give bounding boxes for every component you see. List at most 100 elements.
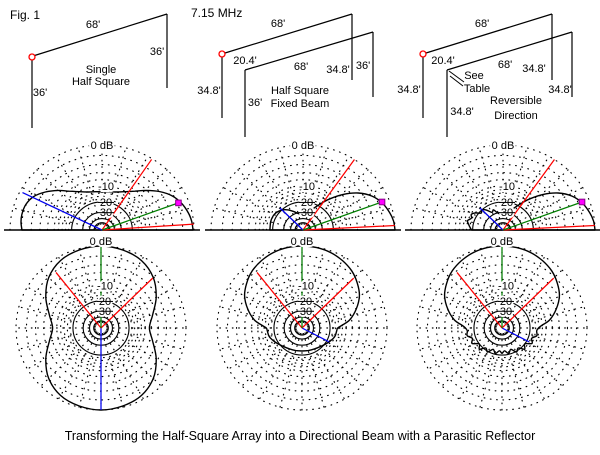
dimension-label: 34.8'	[522, 63, 546, 75]
grid-spoke	[78, 248, 101, 324]
ring-label: 0 dB	[292, 140, 315, 152]
ring-label: 0 dB	[91, 140, 114, 152]
grid-ring-dotted	[53, 185, 151, 231]
grid-spoke	[103, 332, 145, 400]
grid-ring-dotted	[60, 288, 142, 368]
grid-spoke	[279, 332, 302, 408]
antenna-wire	[32, 13, 168, 57]
dimension-label: 34.8'	[450, 106, 474, 118]
ring-label: 0 dB	[291, 236, 314, 248]
dimension-label: 68'	[294, 61, 308, 73]
grid-spoke	[78, 332, 101, 408]
cursor-line-blue	[501, 327, 530, 343]
see-table-pointer-line	[449, 75, 464, 87]
grid-spoke	[55, 155, 100, 226]
grid-ring-dotted	[426, 255, 578, 401]
dimension-label: 68'	[271, 18, 285, 30]
grid-spoke	[304, 332, 346, 400]
cursor-line-green	[302, 201, 383, 231]
cursor-line-red	[55, 272, 102, 329]
grid-spoke	[502, 248, 525, 324]
dimension-label: 34.8'	[548, 84, 572, 96]
dimension-label: 68'	[498, 59, 512, 71]
antenna-diagram-half-square-fixed-beam: 68' 20.4' 68' 34.8' 36' 34.8' 36' Half SquareFi…	[197, 13, 374, 137]
see-table-pointer-line	[448, 70, 465, 83]
ring-label: -10	[498, 280, 514, 292]
grid-spoke	[241, 331, 299, 387]
cursor-line-red	[301, 277, 355, 329]
antenna-wire	[244, 31, 374, 71]
ring-label: 0 dB	[491, 236, 514, 248]
grid-spoke	[106, 328, 184, 350]
grid-ring-dotted	[210, 144, 396, 231]
dimension-label: 36'	[248, 97, 262, 109]
grid-spoke	[256, 155, 301, 226]
ring-label: -10	[299, 181, 315, 193]
cursor-line-green	[502, 201, 583, 231]
grid-spoke	[227, 286, 298, 326]
grid-spoke	[104, 331, 162, 387]
grid-ring-dotted	[467, 294, 537, 362]
feedpoint-circle	[218, 50, 226, 58]
grid-ring-dotted	[221, 154, 385, 231]
grid-spoke	[478, 147, 502, 225]
grid-spoke	[302, 248, 325, 324]
grid-ring-dotted	[421, 154, 585, 231]
grid-spoke	[306, 330, 377, 370]
grid-spoke	[57, 332, 99, 400]
grid-ring-dotted	[416, 245, 588, 411]
grid-spoke	[305, 155, 350, 226]
grid-ring-dotted	[216, 245, 388, 411]
ring-label: -10	[499, 181, 515, 193]
max-gain-marker	[503, 239, 511, 247]
radiation-pattern-outline	[20, 189, 194, 231]
antenna-wire	[425, 13, 553, 54]
ring-label: -10	[98, 181, 114, 193]
grid-spoke	[26, 330, 97, 370]
grid-ring-dotted	[431, 163, 575, 231]
grid-spoke	[21, 186, 97, 228]
grid-spoke	[36, 169, 99, 227]
cursor-line-red	[302, 224, 395, 231]
grid-spoke	[458, 256, 500, 324]
diagram-title-line: Half Square	[271, 85, 329, 97]
max-gain-marker	[578, 198, 586, 206]
dimension-label: 68'	[86, 19, 100, 31]
radiation-pattern-outline	[269, 192, 396, 231]
grid-ring-dotted	[15, 245, 187, 411]
grid-spoke	[308, 186, 384, 228]
dimension-label: 20.4'	[431, 55, 455, 67]
grid-spoke	[305, 331, 363, 387]
cursor-line-red	[256, 272, 303, 329]
grid-spoke	[101, 248, 124, 324]
grid-spoke	[279, 248, 302, 324]
grid-spoke	[219, 306, 297, 328]
grid-spoke	[506, 286, 577, 326]
grid-ring-dotted	[25, 255, 177, 401]
grid-spoke	[307, 328, 385, 350]
diagram-title-line: Half Square	[72, 76, 130, 88]
grid-spoke	[507, 328, 585, 350]
grid-ring-dotted	[265, 195, 341, 231]
cursor-line-red	[502, 159, 555, 231]
grid-spoke	[241, 269, 299, 325]
grid-ring-dotted	[454, 185, 552, 231]
grid-spoke	[507, 306, 585, 328]
figure-caption: Transforming the Half-Square Array into …	[65, 429, 536, 443]
dimension-label: See	[464, 70, 484, 82]
radiation-pattern-outline	[443, 245, 561, 355]
grid-spoke	[506, 169, 569, 227]
grid-spoke	[456, 155, 501, 226]
grid-spoke	[505, 331, 563, 387]
grid-ring-dotted	[240, 172, 366, 231]
grid-spoke	[101, 332, 124, 408]
grid-spoke	[306, 286, 377, 326]
grid-ring-dotted	[64, 195, 140, 231]
dimension-label: Table	[464, 83, 490, 95]
